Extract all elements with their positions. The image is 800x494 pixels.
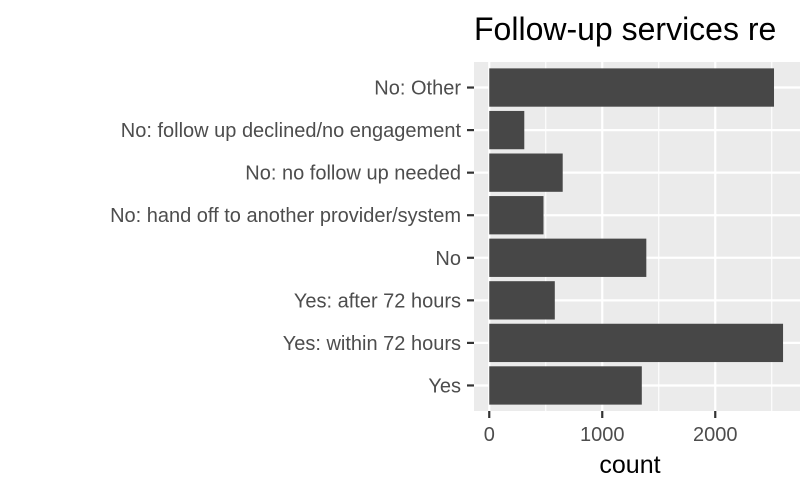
x-tick-label: 1000 (580, 424, 625, 446)
y-tick-label: No: follow up declined/no engagement (121, 120, 462, 142)
y-tick-label: Yes (428, 375, 461, 397)
chart-title: Follow-up services re (474, 11, 776, 47)
bar (489, 68, 775, 107)
bar (489, 110, 525, 150)
bar (489, 238, 647, 277)
y-tick-label: Yes: after 72 hours (294, 290, 461, 312)
x-axis-ticks: 0 1000 2000 (484, 411, 738, 446)
bar (489, 196, 544, 235)
bar (489, 323, 784, 363)
bar (489, 366, 642, 405)
y-tick-label: No: Other (374, 78, 461, 100)
x-axis-title: count (599, 451, 660, 479)
y-axis-ticks: No: Other No: follow up declined/no engag… (110, 78, 474, 397)
x-tick-label: 0 (484, 424, 495, 446)
y-tick-label: Yes: within 72 hours (283, 333, 461, 355)
y-tick-label: No: no follow up needed (245, 163, 461, 185)
bars (489, 68, 784, 405)
bar (489, 281, 555, 320)
y-tick-label: No (435, 248, 461, 270)
bar (489, 153, 563, 192)
y-tick-label: No: hand off to another provider/system (110, 205, 461, 227)
x-tick-label: 2000 (693, 424, 738, 446)
